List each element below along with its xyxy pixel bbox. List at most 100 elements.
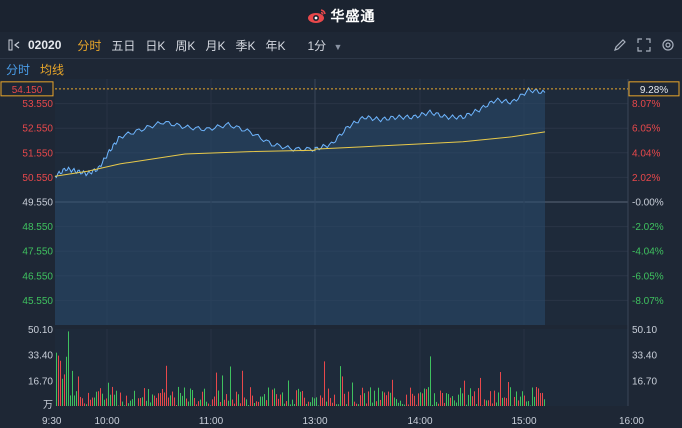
- volume-bar: [372, 402, 373, 406]
- tab-five-day[interactable]: 五日: [111, 38, 136, 53]
- timeshare-chart[interactable]: 53.550 8.07% 52.550 6.05% 51.550 4.04% 50.550 2…: [0, 79, 682, 428]
- volume-bar: [252, 395, 253, 406]
- volume-bar: [92, 397, 93, 406]
- volume-bar: [218, 390, 219, 406]
- volume-bar: [146, 400, 147, 406]
- time-tick-label: 14:00: [407, 416, 432, 427]
- volume-bar: [526, 401, 527, 406]
- volume-bar: [480, 377, 481, 406]
- volume-bar: [184, 387, 185, 406]
- volume-bar: [378, 387, 379, 406]
- volume-bar: [74, 395, 75, 406]
- tab-daily-k[interactable]: 日K: [145, 38, 166, 53]
- price-tick-label: 48.550: [22, 222, 53, 233]
- tab-monthly-k[interactable]: 月K: [205, 38, 226, 53]
- chart-canvas[interactable]: 53.550 8.07% 52.550 6.05% 51.550 4.04% 50.550 2…: [0, 79, 682, 428]
- volume-bar: [64, 374, 65, 406]
- volume-bar: [216, 372, 217, 406]
- price-tick-label: 52.550: [22, 124, 53, 135]
- volume-bar: [134, 390, 135, 406]
- volume-bar: [84, 403, 85, 406]
- volume-bar: [362, 387, 363, 406]
- volume-bar: [400, 400, 401, 406]
- volume-bar: [498, 392, 499, 406]
- volume-bar: [530, 405, 531, 406]
- price-tick-label: 53.550: [22, 99, 53, 110]
- volume-bar: [304, 397, 305, 406]
- draw-pen-icon[interactable]: [612, 37, 628, 53]
- volume-bar: [166, 365, 167, 406]
- volume-bar: [502, 397, 503, 406]
- volume-bar: [360, 395, 361, 406]
- volume-bar: [212, 399, 213, 406]
- volume-bar: [370, 387, 371, 406]
- volume-bar: [204, 388, 205, 406]
- price-tick-label: 51.550: [22, 148, 53, 159]
- volume-bar: [366, 403, 367, 406]
- volume-bar: [266, 400, 267, 406]
- volume-bar: [344, 393, 345, 406]
- tab-quarterly-k[interactable]: 季K: [235, 38, 256, 53]
- volume-bar: [140, 398, 141, 406]
- volume-bar: [180, 392, 181, 406]
- legend-timeshare[interactable]: 分时: [6, 62, 31, 77]
- volume-bar: [106, 398, 107, 406]
- sidebar-toggle-icon[interactable]: [8, 38, 22, 52]
- volume-bar: [504, 397, 505, 406]
- volume-bar: [130, 400, 131, 406]
- volume-bar: [382, 391, 383, 406]
- tab-timeshare[interactable]: 分时: [77, 38, 102, 53]
- volume-bar: [194, 397, 195, 406]
- volume-bar: [96, 391, 97, 406]
- volume-bar: [82, 398, 83, 406]
- volume-bar: [354, 401, 355, 406]
- volume-bar: [510, 387, 511, 406]
- volume-bar: [272, 389, 273, 406]
- volume-bar: [450, 397, 451, 406]
- volume-bar: [132, 399, 133, 406]
- volume-bar: [302, 390, 303, 406]
- volume-bar: [206, 401, 207, 406]
- volume-bar: [200, 399, 201, 406]
- fullscreen-icon[interactable]: [636, 37, 652, 53]
- volume-bar: [188, 401, 189, 406]
- settings-icon[interactable]: [660, 37, 676, 53]
- volume-bar: [72, 370, 73, 406]
- volume-bar: [172, 391, 173, 406]
- volume-bar: [56, 352, 57, 406]
- volume-bar: [352, 382, 353, 406]
- volume-bar: [516, 391, 517, 406]
- avg-line: [54, 131, 546, 177]
- volume-bar: [192, 390, 193, 406]
- volume-bar: [484, 399, 485, 406]
- volume-bar: [274, 388, 275, 406]
- volume-bar: [462, 393, 463, 406]
- volume-bar: [264, 394, 265, 406]
- volume-bar: [436, 401, 437, 406]
- legend-avg-line[interactable]: 均线: [40, 62, 65, 77]
- volume-bar: [412, 393, 413, 406]
- stock-code[interactable]: 02020: [28, 38, 62, 52]
- volume-bar: [394, 397, 395, 406]
- volume-bar: [214, 396, 215, 406]
- volume-bar: [404, 404, 405, 406]
- indicator-bar: 分时 均线: [0, 59, 682, 79]
- pct-tick-label: -0.00%: [632, 198, 664, 209]
- volume-bar: [338, 404, 339, 406]
- pct-tick-label: 8.07%: [632, 99, 660, 110]
- tab-weekly-k[interactable]: 周K: [175, 38, 196, 53]
- chevron-down-icon: ▼: [333, 41, 343, 52]
- volume-bar: [448, 394, 449, 406]
- tab-yearly-k[interactable]: 年K: [265, 38, 286, 53]
- volume-bar: [244, 397, 245, 406]
- interval-select[interactable]: 1分 ▼: [307, 37, 342, 54]
- volume-bar: [330, 398, 331, 406]
- volume-bar: [308, 401, 309, 406]
- volume-bar: [410, 387, 411, 406]
- current-price-box: [0, 81, 54, 97]
- volume-bar: [376, 401, 377, 406]
- volume-bar: [150, 402, 151, 406]
- volume-bar: [426, 389, 427, 406]
- volume-bar: [88, 392, 89, 406]
- volume-bar: [58, 355, 59, 406]
